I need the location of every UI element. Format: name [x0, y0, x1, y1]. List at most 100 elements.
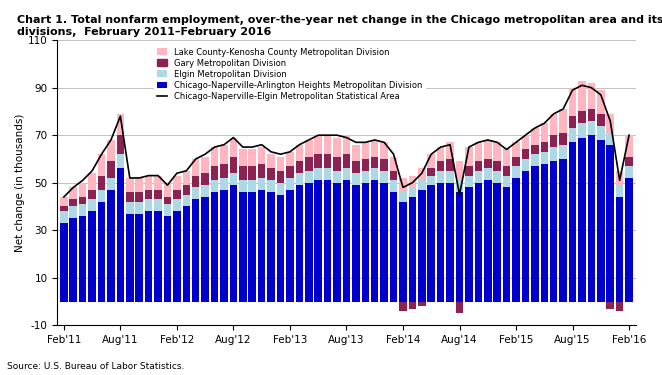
Bar — [559, 145, 567, 159]
Bar — [173, 176, 181, 190]
Bar — [540, 123, 548, 142]
Bar — [98, 202, 105, 302]
Bar — [267, 180, 275, 192]
Bar — [455, 192, 463, 302]
Bar — [70, 188, 77, 200]
Bar — [428, 185, 435, 302]
Bar — [465, 166, 473, 176]
Bar — [60, 211, 68, 223]
Bar — [616, 171, 624, 185]
Bar — [183, 207, 190, 302]
Bar — [455, 180, 463, 192]
Bar — [324, 154, 332, 168]
Bar — [70, 200, 77, 207]
Bar — [569, 88, 577, 116]
Bar — [399, 302, 406, 311]
Bar — [314, 154, 322, 168]
Bar — [531, 145, 539, 154]
Bar — [126, 178, 134, 192]
Bar — [79, 204, 87, 216]
Bar — [588, 135, 595, 302]
Bar — [522, 150, 529, 159]
Bar — [220, 178, 228, 190]
Bar — [117, 154, 124, 168]
Bar — [277, 157, 284, 171]
Bar — [381, 142, 388, 159]
Bar — [484, 140, 491, 159]
Bar — [258, 178, 265, 190]
Bar — [192, 188, 199, 200]
Bar — [239, 166, 247, 180]
Bar — [98, 154, 105, 176]
Bar — [390, 157, 397, 171]
Bar — [267, 168, 275, 180]
Bar — [286, 190, 294, 302]
Bar — [550, 135, 557, 147]
Bar — [493, 161, 501, 171]
Bar — [126, 192, 134, 202]
Bar — [343, 154, 350, 168]
Bar — [296, 145, 303, 161]
Bar — [305, 171, 312, 183]
Bar — [465, 176, 473, 188]
Bar — [277, 171, 284, 183]
Bar — [390, 180, 397, 192]
Bar — [258, 147, 265, 164]
Bar — [616, 302, 624, 311]
Bar — [569, 128, 577, 142]
Bar — [305, 183, 312, 302]
Bar — [352, 173, 359, 185]
Bar — [314, 168, 322, 180]
Bar — [390, 171, 397, 180]
Bar — [531, 128, 539, 145]
Bar — [136, 202, 143, 214]
Bar — [531, 166, 539, 302]
Bar — [192, 200, 199, 302]
Chicago-Naperville-Elgin Metropolitan Statistical Area — [192, 157, 200, 161]
Bar — [371, 157, 379, 168]
Bar — [437, 147, 444, 161]
Bar — [390, 192, 397, 302]
Bar — [381, 171, 388, 183]
Bar — [248, 180, 256, 192]
Bar — [296, 185, 303, 302]
Bar — [107, 190, 115, 302]
Bar — [626, 166, 633, 178]
Bar — [540, 142, 548, 152]
Bar — [267, 154, 275, 168]
Bar — [98, 176, 105, 190]
Bar — [569, 116, 577, 128]
Bar — [465, 147, 473, 166]
Bar — [201, 157, 209, 173]
Bar — [296, 173, 303, 185]
Bar — [70, 207, 77, 218]
Bar — [446, 142, 454, 159]
Bar — [484, 180, 491, 302]
Bar — [578, 111, 586, 123]
Bar — [428, 176, 435, 185]
Bar — [408, 176, 416, 188]
Bar — [361, 171, 369, 183]
Bar — [333, 138, 341, 157]
Bar — [211, 192, 218, 302]
Bar — [475, 142, 482, 161]
Bar — [578, 81, 586, 111]
Chicago-Naperville-Elgin Metropolitan Statistical Area — [361, 140, 369, 145]
Bar — [183, 185, 190, 195]
Bar — [522, 135, 529, 150]
Bar — [606, 145, 614, 302]
Bar — [626, 157, 633, 166]
Bar — [60, 207, 68, 211]
Bar — [107, 178, 115, 190]
Bar — [258, 190, 265, 302]
Bar — [333, 183, 341, 302]
Text: Source: U.S. Bureau of Labor Statistics.: Source: U.S. Bureau of Labor Statistics. — [7, 362, 184, 371]
Bar — [475, 161, 482, 171]
Bar — [597, 126, 604, 140]
Bar — [164, 197, 171, 204]
Bar — [418, 190, 426, 302]
Bar — [164, 204, 171, 216]
Bar — [550, 114, 557, 135]
Bar — [343, 180, 350, 302]
Bar — [503, 150, 510, 166]
